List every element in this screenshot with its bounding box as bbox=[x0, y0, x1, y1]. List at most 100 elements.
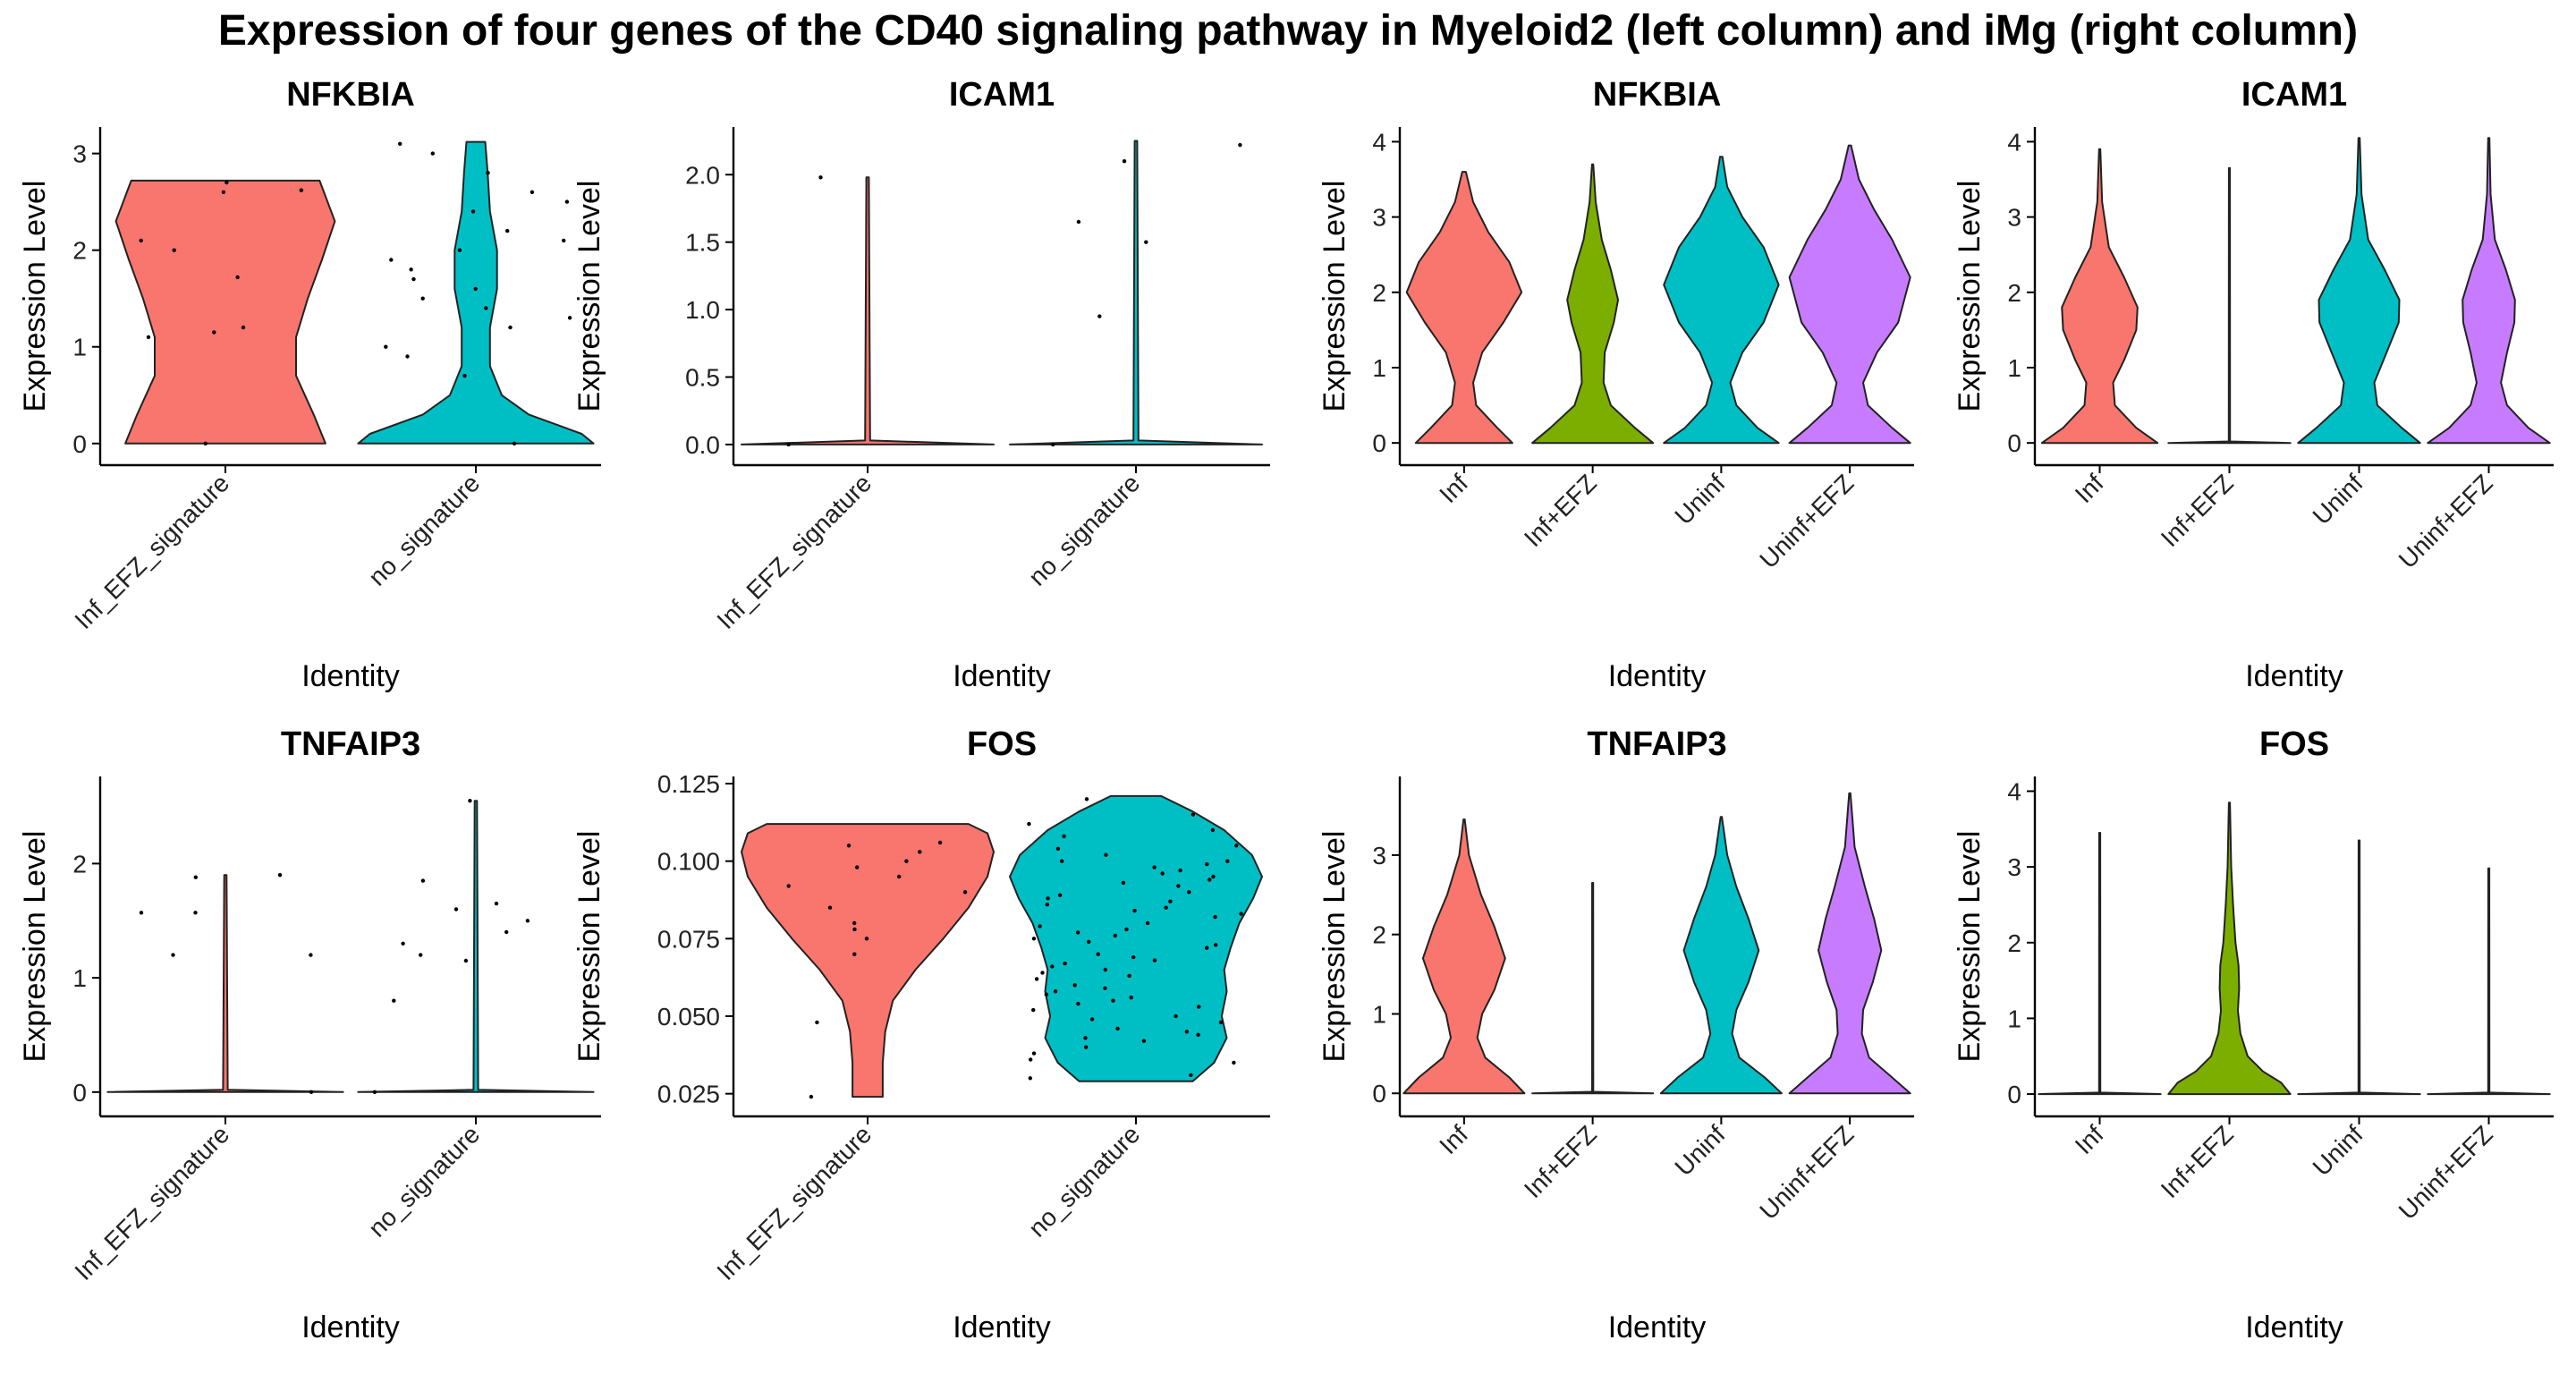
x-tick-label: Inf+EFZ bbox=[2156, 1120, 2239, 1203]
y-tick-label: 2.0 bbox=[685, 161, 720, 189]
data-point bbox=[405, 354, 410, 359]
violin-uninf bbox=[1663, 156, 1780, 445]
panel-title: ICAM1 bbox=[949, 76, 1055, 114]
y-axis-label: Expression Level bbox=[18, 181, 52, 412]
data-point bbox=[430, 151, 435, 156]
data-point bbox=[786, 884, 791, 888]
violin-inf bbox=[1405, 171, 1523, 445]
data-point bbox=[1096, 952, 1100, 956]
y-tick-label: 2 bbox=[1372, 279, 1386, 307]
data-point bbox=[468, 799, 472, 803]
data-point bbox=[525, 919, 530, 923]
x-axis-label: Identity bbox=[1608, 659, 1707, 693]
panel-title: TNFAIP3 bbox=[281, 725, 420, 763]
data-point bbox=[1027, 821, 1031, 827]
data-point bbox=[494, 901, 499, 906]
y-tick-label: 1 bbox=[72, 334, 87, 361]
data-point bbox=[486, 171, 490, 175]
data-point bbox=[203, 441, 208, 445]
data-point bbox=[470, 209, 476, 214]
data-point bbox=[1083, 1036, 1088, 1040]
x-tick-label: no_signature bbox=[1023, 469, 1145, 590]
data-point bbox=[1089, 1017, 1095, 1022]
x-axis-label: Identity bbox=[953, 1310, 1051, 1344]
panel-title: TNFAIP3 bbox=[1587, 725, 1726, 763]
data-point bbox=[904, 859, 909, 863]
data-point bbox=[937, 840, 943, 845]
data-point bbox=[564, 199, 570, 204]
data-point bbox=[398, 141, 402, 146]
data-point bbox=[1122, 159, 1127, 164]
y-tick-label: 0 bbox=[72, 1079, 87, 1107]
y-axis-label: Expression Level bbox=[1953, 181, 1987, 412]
data-point bbox=[809, 1094, 814, 1099]
y-tick-label: 2 bbox=[1372, 921, 1386, 949]
data-point bbox=[1045, 903, 1050, 907]
panel-2: ICAM1 0.0 0.5 1.0 1.5 2.0 Inf_EFZ_signature no_… bbox=[572, 76, 1270, 693]
x-tick-label: Uninf bbox=[2308, 469, 2368, 530]
y-tick-label: 3 bbox=[72, 140, 87, 168]
data-point bbox=[567, 316, 572, 320]
data-point bbox=[918, 850, 922, 854]
data-point bbox=[1029, 1057, 1033, 1062]
data-point bbox=[453, 907, 459, 912]
data-point bbox=[1210, 827, 1216, 833]
x-tick-label: Inf+EFZ bbox=[1519, 469, 1602, 552]
violin-inf-efz bbox=[1531, 882, 1655, 1095]
x-tick-label: no_signature bbox=[363, 1120, 485, 1242]
violin-inf-efz bbox=[2167, 802, 2292, 1096]
y-tick-label: 1.5 bbox=[685, 229, 720, 257]
violin-no-signature bbox=[357, 800, 595, 1093]
violin-inf bbox=[2038, 832, 2162, 1096]
data-point bbox=[241, 325, 246, 330]
x-tick-label: Inf bbox=[1434, 1120, 1473, 1159]
data-point bbox=[897, 874, 902, 879]
y-tick-label: 1 bbox=[2007, 354, 2021, 382]
data-point bbox=[1131, 954, 1136, 960]
data-point bbox=[504, 929, 509, 935]
data-point bbox=[1060, 859, 1064, 863]
panel-title: FOS bbox=[2259, 725, 2329, 763]
data-point bbox=[1205, 861, 1209, 867]
data-point bbox=[420, 878, 426, 883]
violin-no-signature bbox=[1009, 140, 1263, 445]
violin-uninf bbox=[2297, 839, 2421, 1096]
data-point bbox=[1168, 899, 1173, 903]
x-axis-label: Identity bbox=[1608, 1310, 1707, 1344]
panel-6: FOS 0.025 0.050 0.075 0.100 0.125 Inf_EFZ_sign… bbox=[572, 725, 1270, 1344]
data-point bbox=[815, 1020, 819, 1025]
violin-inf-efz bbox=[2167, 166, 2292, 445]
violin-uninf-efz bbox=[1788, 144, 1911, 445]
data-point bbox=[1239, 912, 1243, 916]
data-point bbox=[1208, 878, 1212, 882]
data-point bbox=[309, 1090, 314, 1095]
data-point bbox=[1176, 884, 1181, 888]
data-point bbox=[389, 258, 394, 262]
data-point bbox=[1051, 442, 1055, 447]
violin-uninf bbox=[1659, 816, 1783, 1095]
data-point bbox=[1040, 971, 1045, 975]
data-point bbox=[827, 905, 833, 910]
data-point bbox=[1072, 983, 1077, 988]
data-point bbox=[1121, 880, 1126, 886]
data-point bbox=[1111, 998, 1115, 1003]
data-point bbox=[1160, 871, 1165, 876]
data-point bbox=[1063, 961, 1067, 966]
y-axis-label: Expression Level bbox=[572, 831, 606, 1063]
panel-3: NFKBIA 0 1 2 3 4 Inf Inf+EFZ Uninf Uninf+EFZ Ident… bbox=[1318, 76, 1914, 693]
violin-no-signature bbox=[357, 140, 595, 445]
data-point bbox=[411, 276, 416, 282]
panel-8: FOS 0 1 2 3 4 Inf Inf+EFZ Uninf Uninf+EFZ Identity… bbox=[1953, 725, 2554, 1344]
violin-inf-efz-signature bbox=[741, 823, 995, 1098]
y-axis-label: Expression Level bbox=[18, 831, 52, 1063]
data-point bbox=[1178, 868, 1182, 873]
x-tick-label: Uninf bbox=[1669, 469, 1730, 530]
data-point bbox=[409, 267, 413, 272]
data-point bbox=[508, 325, 513, 330]
data-point bbox=[1205, 946, 1209, 950]
x-tick-label: Inf_EFZ_signature bbox=[711, 1120, 877, 1285]
panel-title: FOS bbox=[967, 725, 1037, 763]
data-point bbox=[1046, 896, 1050, 901]
data-point bbox=[401, 941, 405, 946]
y-tick-label: 4 bbox=[1372, 128, 1386, 156]
